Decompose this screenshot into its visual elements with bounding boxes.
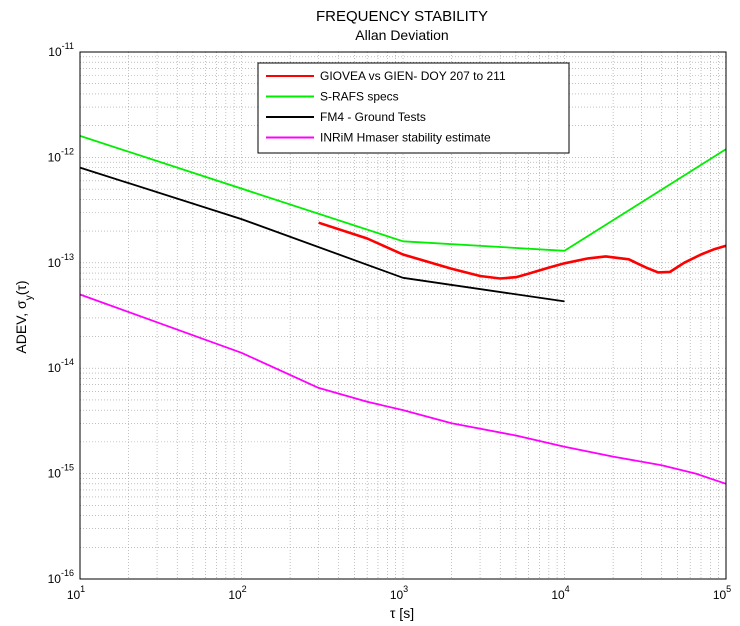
x-tick-label: 102 (228, 584, 246, 602)
series-line-3 (79, 166, 565, 303)
series-line-1 (318, 221, 727, 280)
x-tick-label: 103 (390, 584, 408, 602)
legend-label: S-RAFS specs (320, 90, 399, 104)
x-tick-label: 101 (67, 584, 85, 602)
series-lines (79, 135, 727, 485)
y-tick-label: 10-11 (48, 41, 74, 59)
y-tick-label: 10-12 (48, 146, 74, 164)
legend-label: INRiM Hmaser stability estimate (320, 131, 491, 145)
x-tick-label: 104 (551, 584, 569, 602)
x-axis-label: τ [s] (390, 605, 414, 621)
x-tick-label: 105 (713, 584, 731, 602)
y-tick-label: 10-14 (48, 357, 74, 375)
chart-title: FREQUENCY STABILITY (316, 8, 488, 25)
plot-frame (79, 51, 727, 580)
y-tick-label: 10-15 (48, 463, 74, 481)
series-line-2 (79, 135, 727, 252)
y-tick-label: 10-13 (48, 252, 74, 270)
legend-label: GIOVEA vs GIEN- DOY 207 to 211 (320, 69, 506, 83)
y-axis-label: ADEV, σy(τ) (13, 280, 35, 353)
chart-subtitle: Allan Deviation (355, 27, 448, 43)
y-tick-label: 10-16 (48, 568, 74, 586)
series-line-4 (79, 293, 727, 485)
legend: GIOVEA vs GIEN- DOY 207 to 211 S-RAFS spe… (257, 62, 570, 154)
legend-label: FM4 - Ground Tests (320, 110, 426, 124)
